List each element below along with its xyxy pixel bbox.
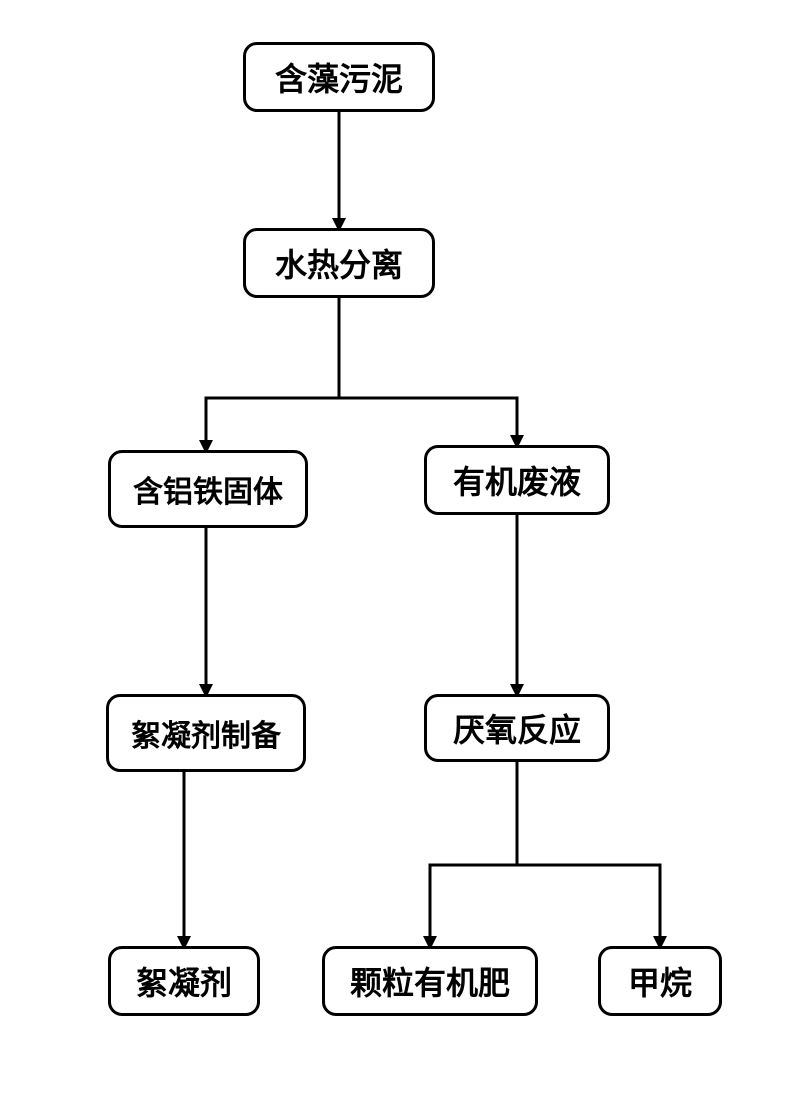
node-label: 絮凝剂制备 bbox=[131, 711, 281, 755]
node-label: 水热分离 bbox=[275, 240, 403, 286]
node-organic-waste-liquid: 有机废液 bbox=[424, 445, 610, 515]
node-methane: 甲烷 bbox=[598, 946, 722, 1016]
node-label: 絮凝剂 bbox=[136, 958, 232, 1004]
node-flocculant-prep: 絮凝剂制备 bbox=[106, 694, 306, 772]
node-label: 含铝铁固体 bbox=[133, 467, 283, 511]
node-label: 颗粒有机肥 bbox=[350, 958, 510, 1004]
node-label: 有机废液 bbox=[453, 457, 581, 503]
node-label: 含藻污泥 bbox=[275, 54, 403, 100]
node-al-fe-solid: 含铝铁固体 bbox=[108, 450, 308, 528]
node-flocculant: 絮凝剂 bbox=[108, 946, 260, 1016]
node-label: 厌氧反应 bbox=[453, 705, 581, 751]
node-granule-fertilizer: 颗粒有机肥 bbox=[322, 946, 538, 1016]
node-label: 甲烷 bbox=[628, 958, 692, 1004]
node-algae-sludge: 含藻污泥 bbox=[243, 42, 435, 112]
node-anaerobic-reaction: 厌氧反应 bbox=[424, 694, 610, 762]
node-hydrothermal-separation: 水热分离 bbox=[243, 228, 435, 298]
